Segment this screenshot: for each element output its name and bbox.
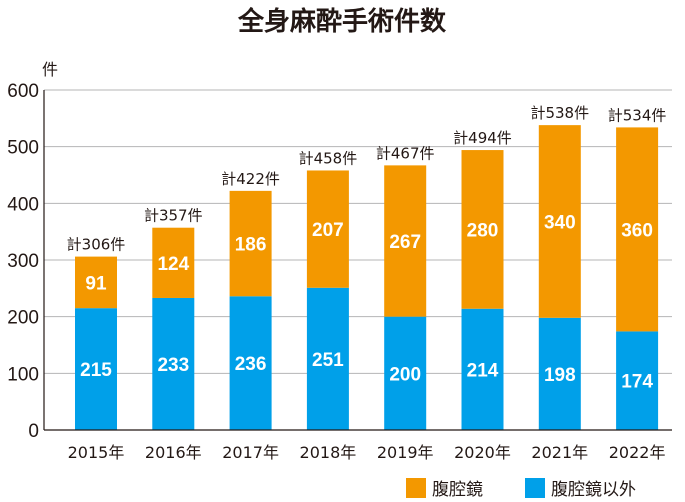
total-label: 計538件 [530, 104, 589, 122]
data-label: 215 [80, 360, 112, 381]
total-label: 計422件 [221, 170, 280, 188]
legend-label: 腹腔鏡以外 [551, 480, 636, 500]
bar-group: 215 91 計306件 [67, 236, 126, 430]
data-label: 186 [235, 235, 267, 256]
bar-segment-non-laparoscopic [384, 316, 427, 430]
total-label: 計534件 [608, 106, 667, 124]
legend-swatch [525, 478, 545, 498]
data-label: 233 [157, 355, 189, 376]
x-tick-label: 2020年 [454, 443, 511, 462]
bar-segment-laparoscopic [306, 170, 349, 288]
legend-label: 腹腔鏡 [432, 480, 483, 500]
y-tick-label: 600 [7, 81, 39, 102]
bar-group: 198 340 計538件 [530, 104, 589, 430]
bar-segment-non-laparoscopic [75, 308, 117, 430]
y-axis-ticks: 0 100 200 300 400 500 600 [7, 81, 39, 442]
y-tick-label: 400 [7, 194, 39, 215]
data-label: 267 [389, 232, 421, 253]
x-tick-label: 2017年 [222, 443, 279, 462]
data-label: 124 [157, 254, 189, 275]
total-label: 計357件 [144, 207, 203, 225]
x-axis-ticks: 2015年 2016年 2017年 2018年 2019年 2020年 2021年 2022年 [68, 443, 666, 462]
total-label: 計467件 [376, 144, 435, 162]
data-label: 340 [544, 212, 576, 233]
bar-segment-non-laparoscopic [538, 317, 581, 430]
bar-segment-laparoscopic [229, 190, 272, 297]
legend-item: 腹腔鏡以外 [525, 478, 636, 500]
total-label: 計494件 [453, 129, 512, 147]
x-tick-label: 2021年 [531, 443, 588, 462]
total-label: 計306件 [67, 236, 126, 254]
legend: 腹腔鏡 腹腔鏡以外 [406, 478, 636, 500]
bar-segment-laparoscopic [384, 165, 427, 317]
data-label: 174 [621, 372, 653, 393]
bar-segment-laparoscopic [461, 150, 504, 309]
bar-segment-non-laparoscopic [616, 331, 659, 430]
bar-group: 233 124 計357件 [144, 207, 203, 430]
bar-segment-laparoscopic [538, 125, 581, 318]
data-label: 251 [312, 350, 344, 371]
bars: 215 91 計306件 233 124 計357件 236 186 計422件 251 207 計4… [67, 104, 667, 430]
bar-segment-non-laparoscopic [306, 287, 349, 430]
bar-segment-non-laparoscopic [461, 308, 504, 430]
y-tick-label: 500 [7, 138, 39, 159]
data-label: 280 [467, 220, 499, 241]
bar-segment-laparoscopic [616, 127, 659, 332]
bar-group: 251 207 計458件 [299, 149, 358, 430]
y-tick-label: 0 [28, 421, 39, 442]
bar-group: 236 186 計422件 [221, 170, 280, 430]
x-tick-label: 2015年 [68, 443, 125, 462]
chart-title: 全身麻酔手術件数 [237, 6, 447, 37]
data-label: 214 [467, 360, 499, 381]
x-tick-label: 2019年 [377, 443, 434, 462]
bar-segment-non-laparoscopic [152, 297, 195, 430]
bar-segment-laparoscopic [75, 256, 117, 309]
legend-swatch [406, 478, 426, 498]
data-label: 91 [85, 273, 107, 294]
x-tick-label: 2022年 [609, 443, 666, 462]
y-tick-label: 100 [7, 364, 39, 385]
bar-group: 174 360 計534件 [608, 106, 667, 430]
x-tick-label: 2016年 [145, 443, 202, 462]
data-label: 200 [389, 364, 421, 385]
y-axis-unit-label: 件 [42, 60, 58, 79]
total-label: 計458件 [299, 149, 358, 167]
bar-segment-laparoscopic [152, 227, 195, 298]
bar-group: 200 267 計467件 [376, 144, 435, 430]
data-label: 360 [621, 220, 653, 241]
x-tick-label: 2018年 [300, 443, 357, 462]
y-tick-label: 300 [7, 251, 39, 272]
bar-group: 214 280 計494件 [453, 129, 512, 430]
legend-item: 腹腔鏡 [406, 478, 483, 500]
data-label: 198 [544, 365, 576, 386]
y-tick-label: 200 [7, 308, 39, 329]
data-label: 207 [312, 220, 344, 241]
data-label: 236 [235, 354, 267, 375]
bar-segment-non-laparoscopic [229, 296, 272, 430]
